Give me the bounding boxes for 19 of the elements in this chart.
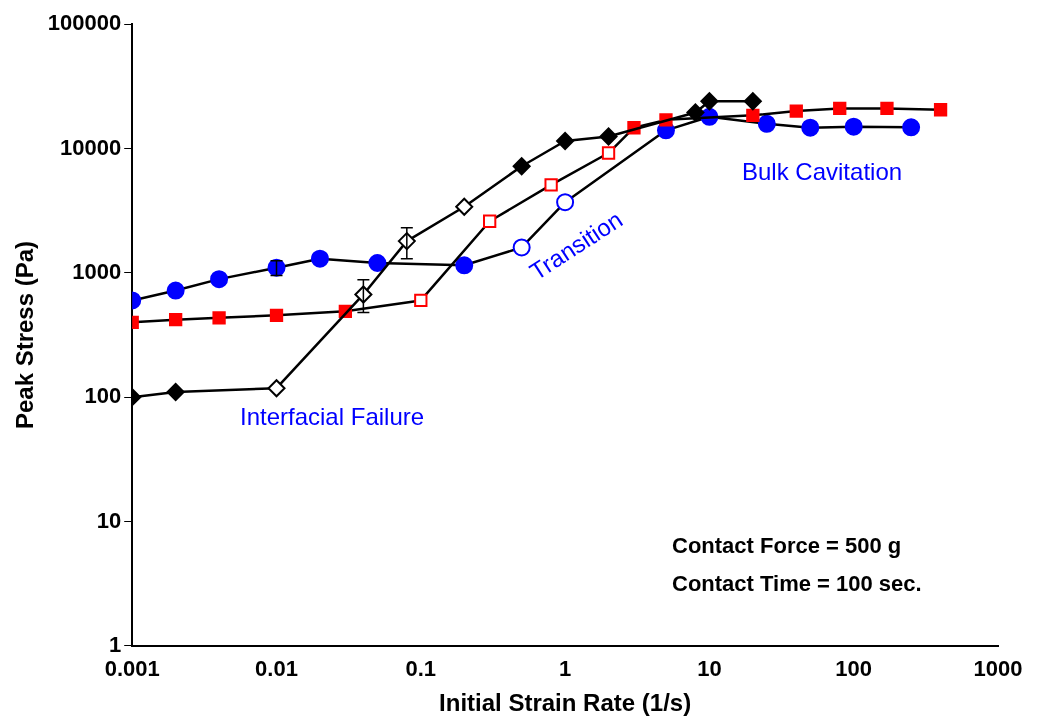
y-tick-label: 1 bbox=[108, 631, 122, 657]
annotation: Contact Force = 500 g bbox=[672, 533, 902, 559]
y-tick-label: 100 bbox=[84, 383, 122, 409]
x-tick-label: 100 bbox=[835, 656, 873, 682]
annotation: Contact Time = 100 sec. bbox=[672, 571, 922, 597]
x-tick-label: 0.01 bbox=[255, 656, 298, 682]
y-tick-label: 1000 bbox=[72, 258, 122, 284]
y-tick-label: 10000 bbox=[60, 134, 122, 160]
y-tick-label: 100000 bbox=[47, 10, 122, 36]
x-tick-label: 0.1 bbox=[405, 656, 437, 682]
annotation: Bulk Cavitation bbox=[742, 158, 903, 186]
x-axis-title: Initial Strain Rate (1/s) bbox=[439, 689, 692, 717]
x-tick-label: 1 bbox=[558, 656, 572, 682]
x-tick-label: 1000 bbox=[973, 656, 1023, 682]
annotation: Interfacial Failure bbox=[240, 403, 425, 431]
x-tick-label: 10 bbox=[697, 656, 722, 682]
y-axis-title: Peak Stress (Pa) bbox=[11, 240, 39, 430]
x-tick-label: 0.001 bbox=[104, 656, 160, 682]
y-tick-label: 10 bbox=[96, 507, 122, 533]
